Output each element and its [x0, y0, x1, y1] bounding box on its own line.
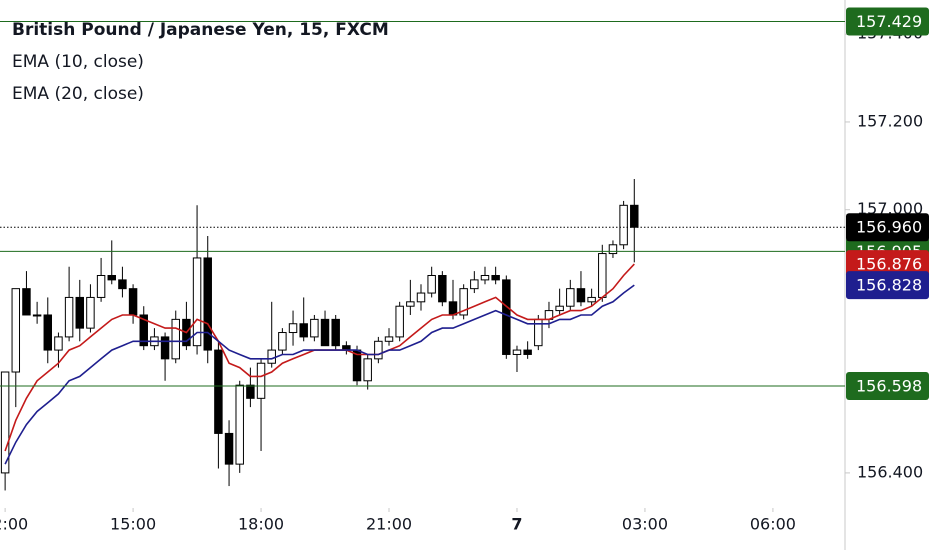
- candle-body: [491, 274, 500, 281]
- candle-body: [566, 288, 575, 307]
- price-label: 156.876: [856, 255, 922, 274]
- x-tick-label: 21:00: [366, 515, 412, 534]
- price-label: 156.828: [856, 276, 922, 295]
- candle-body: [86, 296, 95, 329]
- candle-body: [224, 432, 234, 465]
- candle-body: [438, 274, 447, 303]
- candle-body: [320, 318, 330, 347]
- candle-body: [619, 204, 628, 246]
- candle-body: [310, 318, 319, 338]
- candle-body: [587, 296, 596, 303]
- candle-body: [96, 274, 106, 298]
- candle-body: [11, 288, 21, 373]
- x-tick-label: 18:00: [238, 515, 284, 534]
- candle-body: [406, 301, 415, 307]
- candle-body: [459, 288, 468, 316]
- candle-body: [384, 336, 394, 342]
- legend-entry: EMA (20, close): [12, 84, 144, 104]
- ema-line: [4, 284, 635, 465]
- overlay: British Pound / Japanese Yen, 15, FXCM E…: [12, 20, 389, 104]
- candle-body: [374, 340, 383, 360]
- candle-body: [0, 371, 10, 474]
- candle-body: [54, 336, 63, 351]
- candle-body: [598, 253, 607, 298]
- candle-body: [203, 257, 212, 351]
- candle-body: [427, 274, 436, 294]
- price-label: 156.598: [856, 377, 922, 396]
- candle-body: [171, 318, 180, 360]
- candle-body: [395, 305, 404, 338]
- candle-body: [128, 288, 138, 316]
- candle-body: [75, 296, 84, 329]
- candle-body: [278, 332, 287, 351]
- candle-body: [630, 204, 639, 228]
- candle-body: [256, 362, 266, 399]
- x-tick-label: 15:00: [110, 515, 156, 534]
- candle-body: [555, 305, 564, 312]
- candle-body: [139, 314, 148, 347]
- candle-body: [448, 301, 458, 316]
- candle-body: [523, 349, 532, 355]
- y-tick-label: 157.200: [857, 111, 923, 130]
- candle-body: [512, 349, 522, 355]
- candle-body: [608, 244, 618, 255]
- candle-body: [160, 336, 170, 360]
- candle-body: [214, 349, 223, 434]
- y-tick-label: 156.400: [857, 462, 923, 481]
- price-label-bg: [846, 213, 929, 242]
- candle-body: [576, 288, 586, 303]
- legend-entry: EMA (10, close): [12, 52, 144, 72]
- plot: [0, 20, 845, 491]
- candle-body: [502, 279, 511, 355]
- candle-body: [363, 358, 372, 382]
- x-tick-label: 06:00: [750, 515, 796, 534]
- candle-body: [470, 279, 479, 290]
- candle-body: [299, 323, 308, 338]
- candle-body: [288, 323, 298, 334]
- candle-body: [246, 384, 255, 399]
- candle-body: [43, 314, 53, 351]
- x-tick-label: 7: [511, 515, 522, 534]
- candle-body: [22, 288, 31, 316]
- chart-title: British Pound / Japanese Yen, 15, FXCM: [12, 20, 389, 40]
- candle-body: [118, 279, 127, 290]
- x-tick-label: 12:00: [0, 515, 28, 534]
- candle-body: [416, 292, 426, 303]
- price-label-bg: [846, 250, 929, 279]
- x-tick-label: 03:00: [622, 515, 668, 534]
- price-label-bg: [846, 271, 929, 300]
- candle-body: [480, 274, 490, 281]
- price-label: 157.429: [856, 12, 922, 31]
- candle-body: [107, 274, 116, 281]
- candle-body: [192, 257, 202, 347]
- price-label-bg: [846, 7, 929, 36]
- candle-body: [267, 349, 276, 364]
- price-label-bg: [846, 372, 929, 401]
- candle-body: [32, 314, 42, 317]
- candle-body: [64, 296, 74, 338]
- price-label: 156.960: [856, 218, 922, 237]
- candle-body: [331, 318, 340, 347]
- candle-body: [235, 384, 244, 465]
